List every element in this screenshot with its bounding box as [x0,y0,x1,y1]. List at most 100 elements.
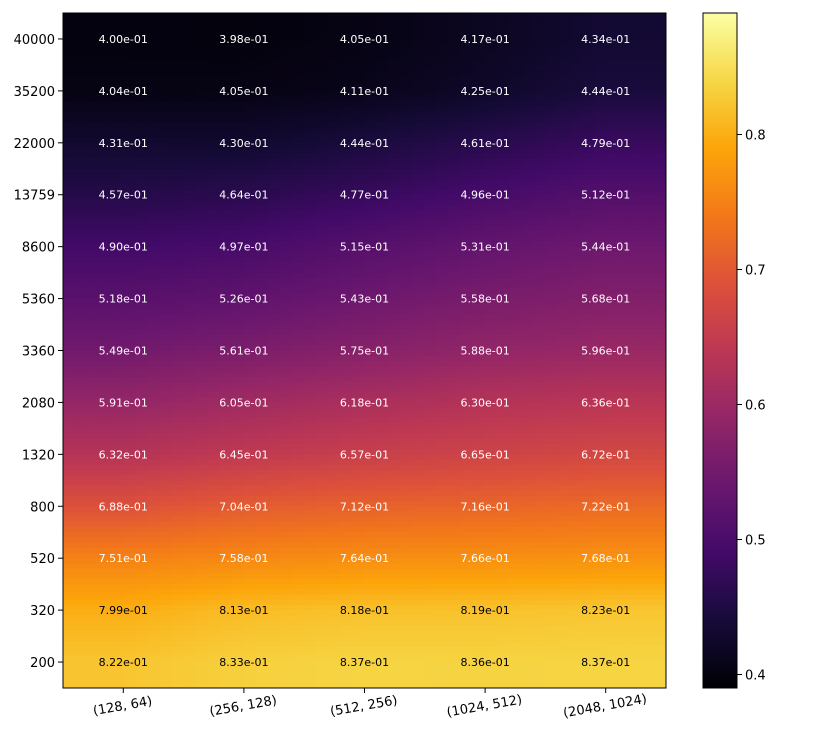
heatmap-pixel [159,402,173,409]
heatmap-pixel [521,360,534,367]
heatmap-pixel [304,319,317,326]
heatmap-pixel [521,33,534,40]
heatmap-pixel [400,283,414,289]
heatmap-pixel [605,64,619,71]
heatmap-pixel [641,412,655,419]
heatmap-pixel [569,168,583,175]
heatmap-pixel [292,506,305,513]
heatmap-pixel [521,137,534,144]
heatmap-pixel [533,371,546,378]
heatmap-pixel [207,438,221,445]
heatmap-pixel [243,189,257,196]
heatmap-pixel [147,314,161,320]
heatmap-pixel [460,49,474,56]
heatmap-pixel [593,381,607,388]
heatmap-pixel [448,324,462,331]
heatmap-pixel [75,428,88,435]
heatmap-pixel [605,96,619,102]
heatmap-pixel [641,153,655,159]
heatmap-pixel [123,267,136,274]
heatmap-pixel [255,407,269,414]
heatmap-pixel [316,490,329,497]
heatmap-pixel [641,334,655,341]
heatmap-pixel [280,407,293,414]
heatmap-pixel [87,308,100,315]
heatmap-pixel [424,490,438,497]
heatmap-pixel [63,527,76,533]
heatmap-pixel [123,324,136,331]
heatmap-pixel [653,303,666,310]
heatmap-pixel [316,501,329,507]
heatmap-pixel [629,59,643,66]
heatmap-pixel [485,272,498,279]
heatmap-pixel [364,423,378,429]
heatmap-pixel [195,360,209,367]
heatmap-pixel [123,246,136,253]
heatmap-pixel [581,314,595,320]
heatmap-pixel [159,495,173,502]
heatmap-pixel [653,506,666,513]
heatmap-pixel [280,220,293,227]
heatmap-pixel [497,236,510,243]
heatmap-pixel [376,443,390,450]
heatmap-pixel [497,495,510,502]
heatmap-pixel [545,464,559,471]
heatmap-pixel [135,54,149,61]
heatmap-pixel [605,480,619,487]
heatmap-pixel [159,163,173,170]
heatmap-pixel [629,371,643,378]
heatmap-pixel [424,516,438,523]
heatmap-pixel [593,13,607,19]
heatmap-pixel [412,75,426,82]
heatmap-pixel [75,23,88,30]
heatmap-pixel [87,288,100,294]
heatmap-pixel [123,412,136,419]
heatmap-pixel [304,288,317,294]
heatmap-pixel [424,418,438,424]
heatmap-pixel [171,334,185,341]
heatmap-pixel [195,459,209,466]
heatmap-pixel [473,386,486,393]
heatmap-pixel [195,376,209,383]
heatmap-pixel [352,210,366,217]
heatmap-pixel [195,122,209,128]
heatmap-pixel [617,210,631,217]
heatmap-pixel [99,438,112,445]
heatmap-pixel [123,18,136,24]
heatmap-pixel [147,376,161,383]
heatmap-pixel [617,184,631,191]
heatmap-pixel [135,251,149,258]
heatmap-pixel [292,184,305,191]
heatmap-pixel [352,495,366,502]
heatmap-pixel [593,220,607,227]
heatmap-pixel [424,355,438,362]
heatmap-pixel [376,44,390,50]
heatmap-pixel [641,480,655,487]
heatmap-pixel [509,215,522,222]
heatmap-pixel [255,329,269,336]
heatmap-pixel [255,464,269,471]
heatmap-pixel [533,18,546,24]
heatmap-pixel [75,267,88,274]
heatmap-pixel [376,355,390,362]
heatmap-pixel [316,366,329,372]
heatmap-pixel [207,85,221,92]
heatmap-pixel [340,262,354,269]
heatmap-pixel [629,267,643,274]
heatmap-pixel [388,210,402,217]
heatmap-pixel [159,475,173,481]
heatmap-pixel [99,272,112,279]
heatmap-pixel [292,205,305,211]
heatmap-pixel [533,236,546,243]
heatmap-pixel [473,521,486,528]
heatmap-pixel [280,324,293,331]
heatmap-pixel [207,153,221,159]
heatmap-pixel [304,90,317,97]
heatmap-pixel [219,153,233,159]
heatmap-pixel [436,64,450,71]
heatmap-pixel [280,85,293,92]
heatmap-pixel [123,443,136,450]
heatmap-pixel [207,459,221,466]
heatmap-pixel [352,194,366,201]
heatmap-pixel [63,360,76,367]
